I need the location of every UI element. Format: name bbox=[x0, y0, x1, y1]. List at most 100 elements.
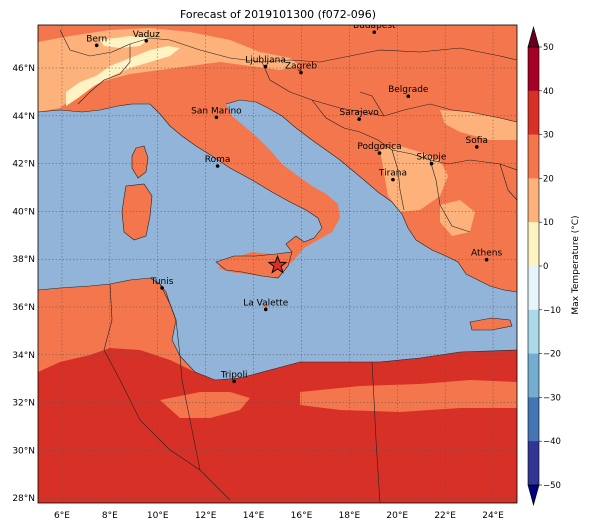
city-label: Skopje bbox=[417, 153, 447, 163]
colorbar-segment bbox=[528, 353, 539, 398]
y-tick-label: 44°N bbox=[12, 112, 35, 122]
colorbar-tick-label: −10 bbox=[543, 306, 561, 316]
city-marker bbox=[372, 30, 377, 34]
carpathian-band-10-20 bbox=[440, 110, 517, 140]
city-label: Podgorica bbox=[357, 142, 401, 152]
colorbar-segment bbox=[528, 222, 539, 267]
colorbar-tick-label: −40 bbox=[543, 437, 561, 447]
colorbar-segment bbox=[528, 90, 539, 135]
star-marker-icon bbox=[267, 254, 288, 274]
colorbar-label: Max Temperature (°C) bbox=[571, 215, 581, 314]
city-marker bbox=[263, 64, 268, 69]
x-tick-label: 20°E bbox=[386, 511, 408, 521]
city-marker bbox=[484, 257, 489, 262]
alps-band-10-20 bbox=[38, 28, 300, 112]
colorbar-segment bbox=[528, 178, 539, 223]
city-marker bbox=[429, 161, 434, 166]
colorbar-tick-label: 0 bbox=[543, 262, 548, 272]
colorbar: 50 40 30 20 10 0 −10 −20 −30 −40 −50 bbox=[527, 25, 561, 507]
colorbar-extend-bottom bbox=[527, 484, 540, 507]
city-label: Bern bbox=[86, 34, 107, 44]
city-marker bbox=[215, 164, 220, 168]
city-label: San Marino bbox=[191, 106, 242, 116]
city-marker bbox=[160, 286, 164, 290]
city-label: Tripoli bbox=[220, 370, 248, 380]
x-tick-label: 8°E bbox=[102, 511, 118, 521]
city-marker bbox=[144, 38, 149, 43]
colorbar-segment bbox=[528, 397, 539, 442]
colorbar-segment bbox=[528, 266, 539, 311]
city-marker bbox=[263, 307, 268, 312]
colorbar-segment bbox=[528, 47, 539, 92]
city-marker bbox=[299, 70, 303, 75]
y-tick-label: 36°N bbox=[12, 303, 35, 313]
city-label: Sofia bbox=[466, 136, 488, 146]
colorbar-tick-label: 10 bbox=[543, 218, 554, 228]
city-marker bbox=[94, 43, 99, 48]
city-label: Sarajevo bbox=[340, 108, 380, 118]
city-label: Ljubljana bbox=[245, 56, 286, 66]
y-tick-label: 38°N bbox=[12, 255, 35, 265]
colorbar-extend-top bbox=[527, 25, 540, 48]
city-label: Roma bbox=[205, 155, 231, 165]
city-label: Budapest bbox=[353, 21, 396, 31]
sardinia bbox=[122, 184, 152, 240]
city-marker bbox=[474, 145, 479, 149]
colorbar-tick-label: −30 bbox=[543, 393, 561, 403]
x-axis: 6°E 8°E 10°E 12°E 14°E 16°E 18°E 20°E 22°E 24°E bbox=[54, 511, 504, 521]
city-marker bbox=[406, 94, 411, 99]
colorbar-segment bbox=[528, 441, 539, 486]
x-tick-label: 16°E bbox=[291, 511, 313, 521]
y-tick-label: 46°N bbox=[12, 64, 35, 74]
africa-coastal-band bbox=[160, 392, 250, 418]
y-tick-label: 32°N bbox=[12, 399, 35, 409]
y-tick-label: 40°N bbox=[12, 207, 35, 217]
map-frame bbox=[37, 24, 518, 504]
city-label: Vaduz bbox=[133, 30, 160, 40]
graticule bbox=[38, 25, 517, 503]
y-tick-label: 42°N bbox=[12, 160, 35, 170]
x-tick-label: 6°E bbox=[54, 511, 70, 521]
greece-band-10-20 bbox=[440, 200, 475, 236]
city-label: Tirana bbox=[378, 169, 407, 179]
island-outlines bbox=[121, 145, 513, 331]
city-marker bbox=[357, 117, 361, 121]
colorbar-tick-label: −20 bbox=[543, 350, 561, 360]
colorbar-tick-label: 50 bbox=[543, 43, 554, 53]
city-label: Belgrade bbox=[388, 85, 429, 95]
figure-title: Forecast of 2019101300 (f072-096) bbox=[180, 8, 376, 21]
y-tick-label: 30°N bbox=[12, 446, 35, 456]
x-tick-label: 18°E bbox=[339, 511, 361, 521]
corsica bbox=[132, 146, 148, 178]
crete bbox=[470, 318, 512, 330]
x-tick-label: 24°E bbox=[482, 511, 504, 521]
x-tick-label: 22°E bbox=[434, 511, 456, 521]
y-tick-label: 34°N bbox=[12, 351, 35, 361]
city-marker bbox=[377, 151, 382, 155]
y-tick-label: 28°N bbox=[12, 494, 35, 504]
x-tick-label: 10°E bbox=[147, 511, 169, 521]
x-tick-label: 12°E bbox=[195, 511, 217, 521]
libya-coastal-band bbox=[300, 380, 517, 412]
city-marker bbox=[391, 177, 395, 182]
alps-band-0-10-west bbox=[100, 36, 150, 48]
colorbar-tick-label: 30 bbox=[543, 131, 554, 141]
city-label: Tunis bbox=[150, 277, 174, 287]
alps-band-0-10 bbox=[66, 46, 180, 106]
y-axis: 28°N 30°N 32°N 34°N 36°N 38°N 40°N 42°N 44°N 46°N bbox=[12, 64, 35, 504]
city-marker bbox=[232, 379, 236, 384]
city-marker bbox=[214, 115, 219, 120]
country-borders bbox=[38, 29, 517, 503]
city-label: Athens bbox=[471, 249, 502, 259]
colorbar-tick-label: 20 bbox=[543, 174, 554, 184]
city-label: La Valette bbox=[243, 298, 288, 308]
x-tick-label: 14°E bbox=[243, 511, 265, 521]
colorbar-segment bbox=[528, 309, 539, 354]
colorbar-tick-label: 40 bbox=[543, 87, 554, 97]
colorbar-segment bbox=[528, 134, 539, 179]
colorbar-tick-label: −50 bbox=[543, 481, 561, 491]
city-label: Zagreb bbox=[285, 62, 317, 72]
